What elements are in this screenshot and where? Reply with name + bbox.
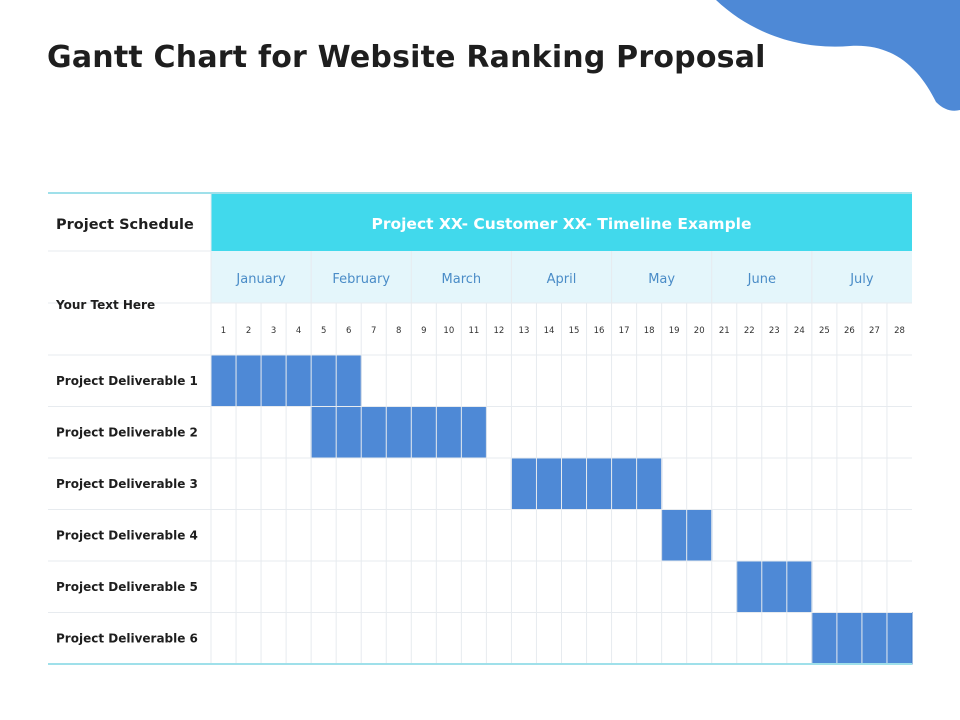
day-number-label: 3 [271, 326, 276, 336]
month-label: May [648, 272, 675, 287]
day-number-label: 4 [296, 326, 301, 336]
day-number-label: 7 [371, 326, 376, 336]
task-label: Project Deliverable 5 [56, 580, 198, 594]
day-number-label: 16 [594, 326, 605, 336]
month-row-bg [211, 251, 912, 303]
day-number-label: 10 [443, 326, 454, 336]
timeline-header-bg [211, 193, 912, 251]
page-title: Gantt Chart for Website Ranking Proposal [47, 40, 766, 75]
task-label: Project Deliverable 3 [56, 477, 198, 491]
month-label: March [442, 272, 482, 287]
day-number-label: 2 [246, 326, 251, 336]
day-number-label: 12 [493, 326, 504, 336]
month-label: June [747, 272, 776, 287]
task-label: Project Deliverable 4 [56, 528, 198, 542]
month-label: April [547, 272, 577, 287]
task-label: Project Deliverable 6 [56, 631, 198, 645]
day-number-label: 23 [769, 326, 780, 336]
day-number-label: 18 [644, 326, 655, 336]
task-label: Project Deliverable 2 [56, 425, 198, 439]
day-number-label: 24 [794, 326, 805, 336]
day-number-label: 20 [694, 326, 705, 336]
day-number-label: 25 [819, 326, 830, 336]
month-label: January [235, 272, 286, 287]
corner-blob-shape [716, 0, 960, 111]
day-number-label: 11 [468, 326, 479, 336]
day-number-label: 22 [744, 326, 755, 336]
day-number-label: 1 [221, 326, 226, 336]
task-label: Project Deliverable 1 [56, 374, 198, 388]
day-number-label: 15 [569, 326, 580, 336]
gantt-bar [310, 406, 487, 459]
day-number-label: 8 [396, 326, 401, 336]
subheader-label: Your Text Here [55, 298, 155, 312]
gantt-bar [736, 560, 813, 613]
day-number-label: 27 [869, 326, 880, 336]
day-number-label: 14 [544, 326, 555, 336]
day-number-label: 21 [719, 326, 730, 336]
day-number-label: 9 [421, 326, 426, 336]
day-number-label: 26 [844, 326, 855, 336]
month-label: February [332, 272, 390, 287]
corner-label: Project Schedule [56, 217, 194, 233]
day-number-label: 19 [669, 326, 680, 336]
day-number-label: 13 [519, 326, 530, 336]
day-number-label: 5 [321, 326, 326, 336]
month-label: July [849, 272, 874, 287]
day-number-label: 6 [346, 326, 351, 336]
timeline-header: Project XX- Customer XX- Timeline Exampl… [371, 215, 751, 233]
day-number-label: 17 [619, 326, 630, 336]
day-number-label: 28 [894, 326, 905, 336]
